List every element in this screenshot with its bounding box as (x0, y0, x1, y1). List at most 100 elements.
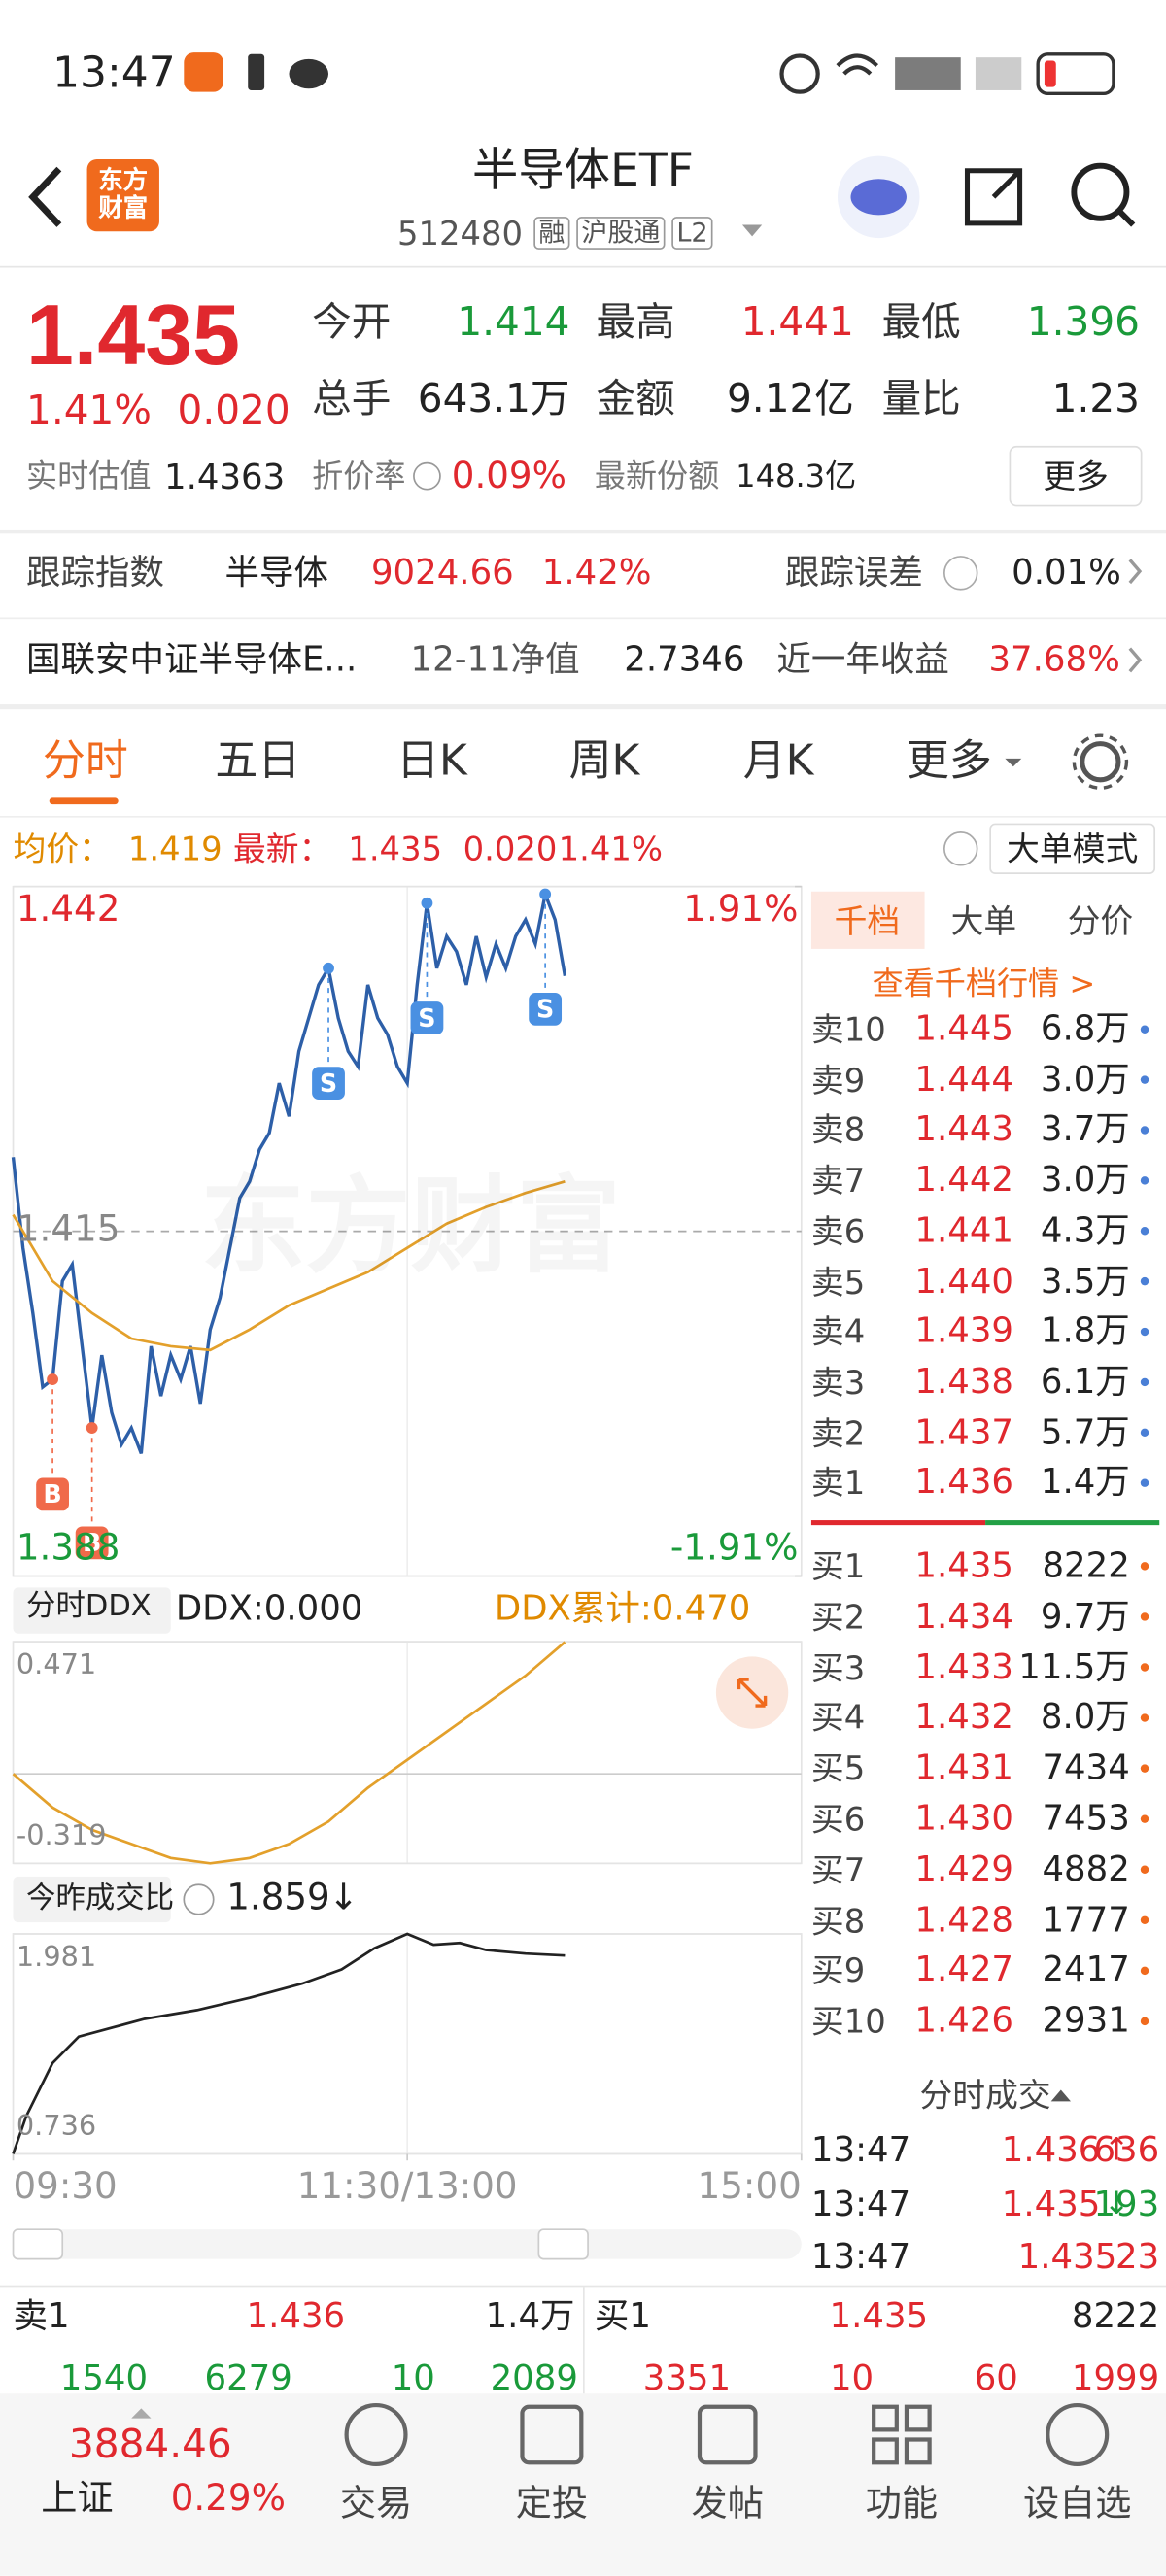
book-tab[interactable]: 千档 (834, 900, 901, 941)
search-button[interactable] (1071, 162, 1130, 221)
help-icon[interactable] (183, 1883, 215, 1915)
scroll-handle[interactable] (12, 2228, 64, 2260)
book-level: 卖2 (810, 1412, 866, 1453)
stat-label: 量比 (881, 376, 961, 423)
indicator-selector[interactable] (13, 1587, 171, 1634)
book-dot (1140, 1612, 1149, 1621)
divider (0, 265, 1166, 268)
chevron[interactable] (1128, 647, 1143, 673)
book-dot (1140, 1966, 1149, 1976)
index-value: 3884.46 (68, 2421, 232, 2468)
more-button-label[interactable]: 更多 (1043, 456, 1109, 496)
depth-price: 1.436 (246, 2295, 346, 2336)
nav-item[interactable]: 设自选 (1022, 2484, 1132, 2525)
marker-box (529, 992, 563, 1026)
depth-detail: 1540 (59, 2357, 149, 2398)
shares-value: 148.3亿 (736, 458, 857, 495)
stat-label: 最低 (881, 298, 961, 345)
chart-tab[interactable]: 月K (742, 736, 814, 787)
book-link[interactable]: 查看千档行情 > (872, 966, 1096, 1002)
nav-item[interactable]: 发帖 (691, 2484, 764, 2525)
series-line (11, 888, 567, 1454)
indicator-title[interactable]: 分时DDX (26, 1589, 152, 1624)
battery-icon (248, 53, 265, 90)
x-tick-label: 09:30 (13, 2166, 118, 2209)
marker-label: S (320, 1068, 337, 1098)
chart-tab[interactable]: 五日 (215, 736, 301, 787)
book-volume: 3.0万 (1040, 1160, 1130, 1200)
book-price: 1.435 (914, 1545, 1014, 1585)
book-dot (1140, 1713, 1149, 1722)
index-pct: 0.29% (170, 2479, 286, 2521)
book-dot (1140, 1814, 1149, 1823)
depth-detail: 2089 (490, 2357, 578, 2398)
x-tick-label: 11:30/13:00 (296, 2166, 518, 2209)
book-level: 卖10 (810, 1009, 886, 1050)
more-button[interactable] (1009, 445, 1143, 507)
book-price: 1.437 (914, 1411, 1014, 1452)
back-button[interactable] (28, 166, 62, 227)
divider (0, 704, 1166, 710)
nav-icon-watch (1046, 2402, 1110, 2467)
book-volume: 9.7万 (1040, 1596, 1130, 1636)
book-volume: 6.8万 (1040, 1008, 1130, 1049)
scrollbar[interactable] (13, 2229, 802, 2259)
indicator-selector[interactable] (13, 1876, 171, 1923)
depth-detail: 60 (974, 2357, 1018, 2398)
fund-name[interactable]: 国联安中证半导体E... (26, 639, 358, 679)
info-icon[interactable] (413, 461, 441, 491)
y2-tick-label: 1.91% (683, 890, 799, 932)
expand-icon (737, 1678, 768, 1708)
last-value: 1.435 (348, 829, 443, 869)
indicator-title[interactable]: 今昨成交比 (26, 1881, 175, 1916)
nav-label: 12-11净值 (410, 639, 580, 679)
big-order-button[interactable] (989, 823, 1156, 875)
last-change: 0.020 (463, 829, 558, 869)
page-title: 半导体ETF (471, 143, 695, 197)
chart-tab[interactable]: 日K (396, 736, 467, 787)
chart-tab[interactable]: 周K (568, 736, 640, 787)
trade-price: 1.435 (1017, 2236, 1117, 2277)
book-dot (1140, 1227, 1149, 1236)
book-price: 1.432 (914, 1697, 1014, 1737)
collapse-arrow[interactable] (1050, 2089, 1071, 2102)
book-price: 1.439 (914, 1310, 1014, 1351)
settings-button[interactable] (1080, 741, 1121, 783)
marker-label: S (418, 1003, 435, 1033)
battery (1036, 52, 1115, 96)
book-tab[interactable]: 大单 (950, 900, 1017, 941)
chart-tab[interactable]: 更多 (906, 736, 992, 787)
book-volume: 11.5万 (1018, 1646, 1130, 1686)
marker-dot (323, 962, 334, 974)
book-price: 1.428 (914, 1899, 1014, 1940)
book-level: 卖8 (810, 1110, 866, 1150)
shares-label: 最新份额 (594, 458, 720, 495)
marker-dot (86, 1422, 98, 1434)
book-dot (1140, 1327, 1149, 1337)
dropdown-arrow[interactable] (1005, 758, 1022, 767)
marker-label: B (83, 1528, 101, 1557)
nav-item[interactable]: 定投 (515, 2484, 589, 2525)
scroll-handle[interactable] (537, 2228, 589, 2260)
book-tab[interactable]: 分价 (1067, 900, 1134, 941)
book-dot (1140, 1428, 1149, 1438)
wifi-icon (836, 53, 879, 76)
big-order-label[interactable]: 大单模式 (1007, 829, 1139, 869)
chevron[interactable] (1128, 559, 1143, 585)
stock-tag: L2 (671, 217, 713, 250)
help-icon[interactable] (943, 556, 978, 591)
y-tick-label: 0.736 (16, 2110, 97, 2144)
help-icon[interactable] (943, 831, 978, 866)
book-price: 1.426 (914, 2000, 1014, 2041)
nav-item[interactable]: 交易 (339, 2484, 413, 2525)
dropdown-arrow[interactable] (741, 224, 763, 237)
share-button[interactable] (964, 168, 1023, 226)
nav-item[interactable]: 功能 (865, 2484, 939, 2525)
avg-label: 均价： (13, 829, 112, 869)
chart-tab[interactable]: 分时 (42, 736, 128, 787)
estimate-label: 实时估值 (26, 458, 152, 495)
battery-level (1044, 60, 1056, 87)
book-level: 买10 (810, 2001, 886, 2042)
book-dot (1140, 1663, 1149, 1672)
app-icon (184, 52, 223, 92)
